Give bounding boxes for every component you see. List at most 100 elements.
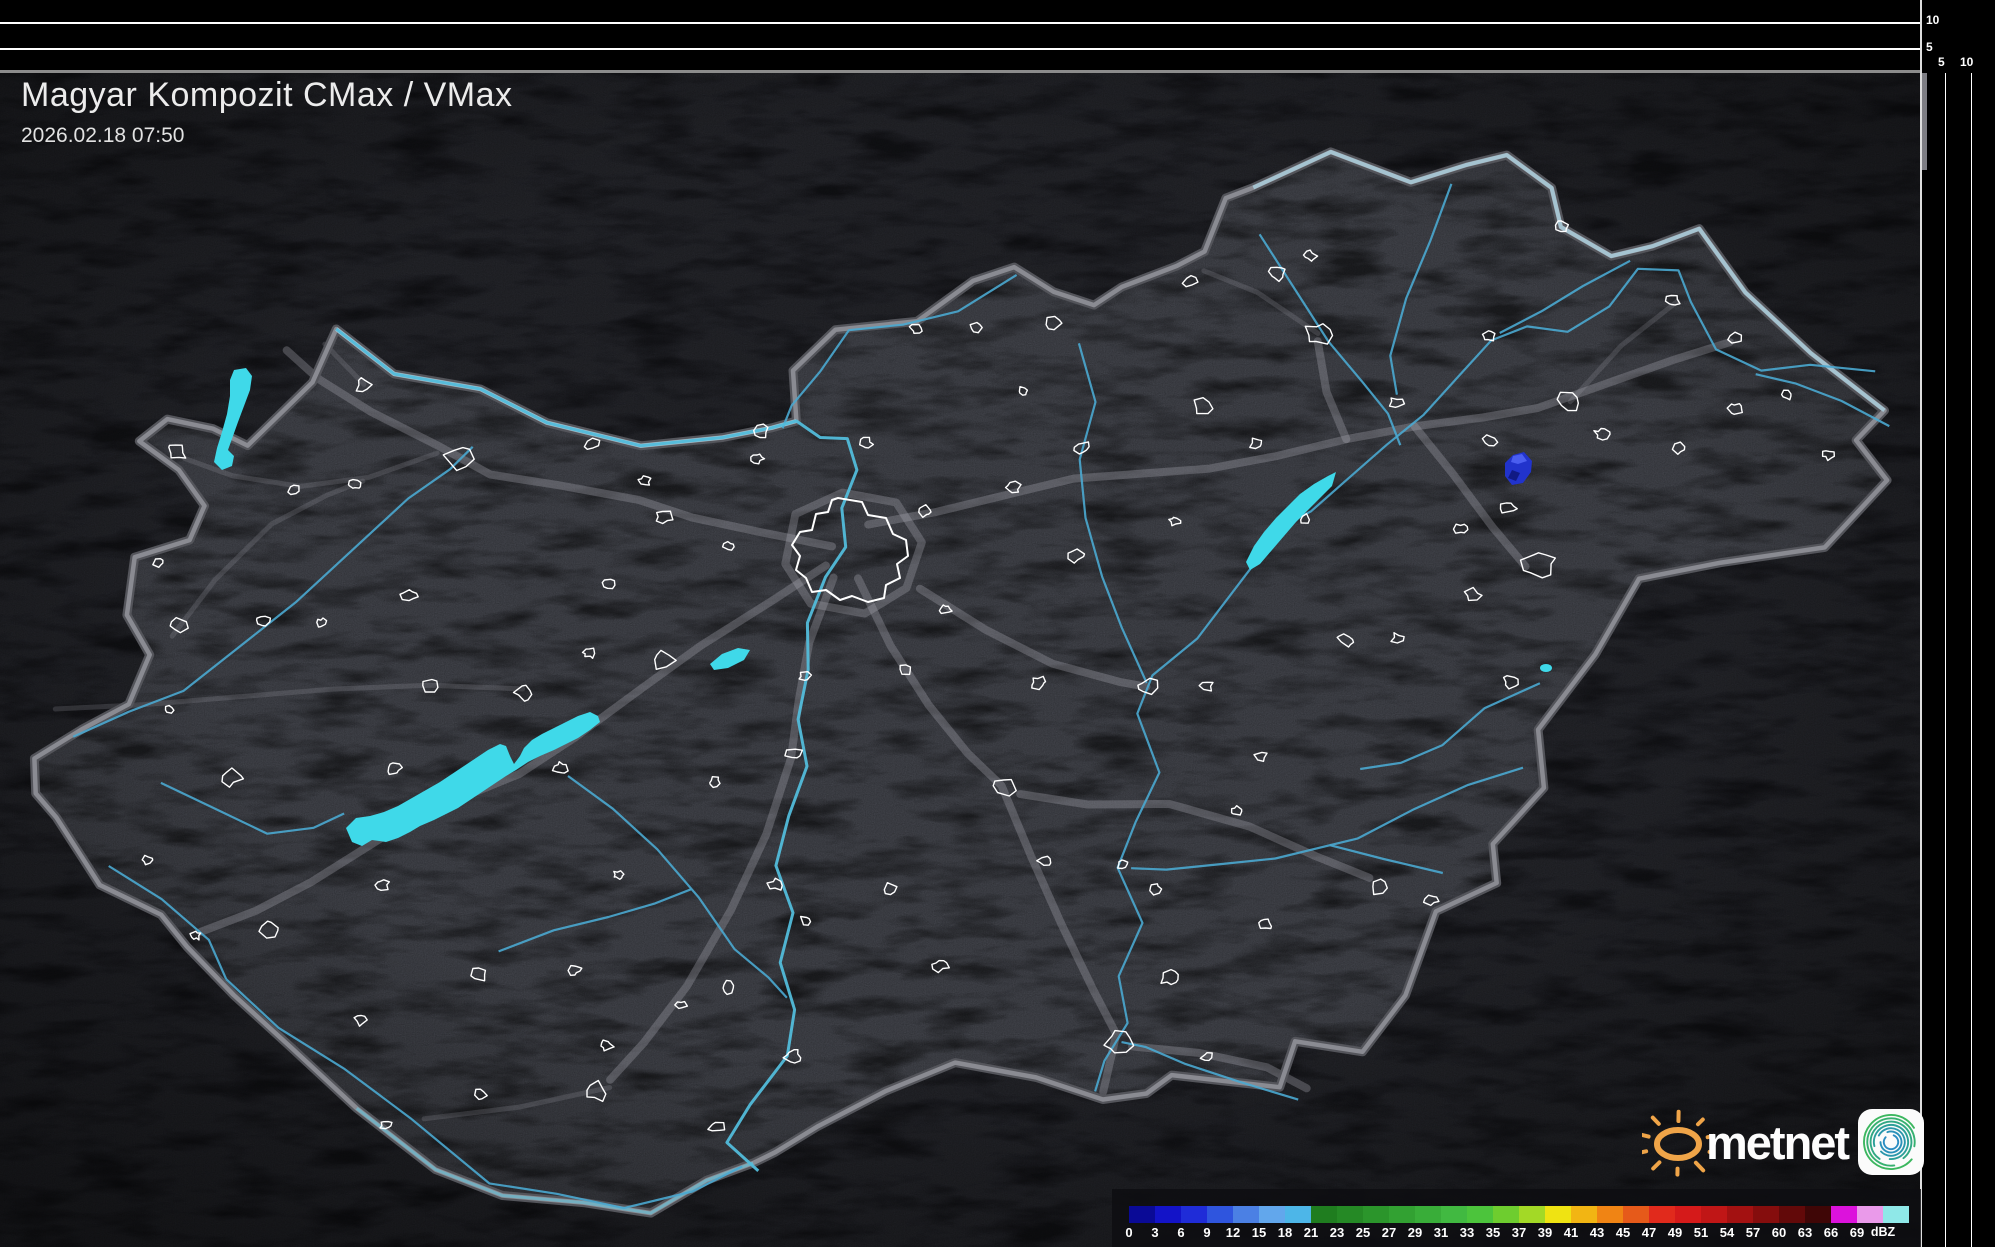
town-outline (1390, 632, 1405, 644)
dbz-cell (1285, 1206, 1311, 1223)
metnet-logo: metnet (1642, 1098, 1925, 1186)
town-outline (1031, 675, 1047, 691)
dbz-cell-label: 45 (1615, 1225, 1631, 1240)
town-outline (883, 882, 898, 896)
town-outline (1036, 855, 1052, 866)
dbz-scale-bar: 0 3 6 9 12 15 18 21 23 25 27 29 31 33 35 37 39 41 43 45 47 49… (1112, 1189, 1921, 1247)
town-outline (1253, 751, 1268, 762)
dbz-cell-label: 37 (1511, 1225, 1527, 1240)
town-outline (1073, 441, 1090, 455)
radar-echo (1505, 452, 1532, 485)
town-outline (141, 854, 154, 866)
dbz-cell-label: 49 (1667, 1225, 1683, 1240)
dbz-cell-label: 63 (1797, 1225, 1813, 1240)
dbz-scale-labels: 0 3 6 9 12 15 18 21 23 25 27 29 31 33 35 37 39 41 43 45 47 49… (1116, 1225, 1896, 1240)
dbz-cell-label: 15 (1251, 1225, 1267, 1240)
dbz-cell-label: 0 (1125, 1225, 1133, 1240)
town-outline (512, 684, 533, 702)
dbz-cell (1649, 1206, 1675, 1223)
town-outline (655, 510, 674, 525)
town-outline (1422, 894, 1440, 907)
town-outline (707, 1121, 726, 1132)
town-outline (1556, 391, 1579, 412)
town-outline (992, 778, 1017, 797)
dbz-cell-label: 47 (1641, 1225, 1657, 1240)
town-outline (1117, 859, 1129, 870)
dbz-cell (1701, 1206, 1727, 1223)
dbz-cell-label: 27 (1381, 1225, 1397, 1240)
dbz-cell-label: 23 (1329, 1225, 1345, 1240)
town-outline (1004, 480, 1022, 494)
height-tick-label: 10 (1926, 13, 1940, 27)
town-outline (1593, 427, 1611, 441)
dbz-cell (1259, 1206, 1285, 1223)
height-tick-label: 10 (1960, 55, 1974, 69)
title-block: Magyar Kompozit CMax / VMax 2026.02.18 0… (21, 76, 513, 148)
page-title: Magyar Kompozit CMax / VMax (21, 76, 513, 114)
town-outline (721, 540, 735, 551)
dbz-cell-label: 21 (1303, 1225, 1319, 1240)
dbz-cell (1441, 1206, 1467, 1223)
town-outline (938, 604, 953, 615)
top-profile-gridline (0, 48, 1921, 50)
dbz-cell-label: 41 (1563, 1225, 1579, 1240)
town-outline (379, 1120, 393, 1130)
town-outline (1664, 294, 1681, 306)
dbz-cell (1805, 1206, 1831, 1223)
town-outline (782, 1049, 802, 1064)
town-outline (931, 959, 950, 974)
town-outline (1267, 266, 1286, 283)
town-outline (1181, 274, 1199, 288)
dbz-cell (1571, 1206, 1597, 1223)
town-outline (422, 678, 439, 693)
height-tick-label: 5 (1938, 55, 1945, 69)
town-outline (586, 1079, 607, 1103)
town-outline (1045, 315, 1063, 331)
dbz-cell (1311, 1206, 1337, 1223)
town-outline (1481, 330, 1496, 342)
dbz-cell (1857, 1206, 1883, 1223)
town-outline (258, 920, 279, 939)
town-outline (164, 704, 175, 714)
dbz-cell-label: 25 (1355, 1225, 1371, 1240)
town-outline (168, 444, 187, 459)
town-outline (1302, 249, 1319, 262)
town-outline (784, 748, 804, 759)
town-outline (470, 967, 487, 982)
dbz-cell-label: 33 (1459, 1225, 1475, 1240)
town-outline (908, 323, 923, 334)
town-outline (1726, 403, 1743, 415)
town-outline (709, 776, 721, 789)
town-outline (637, 475, 652, 486)
dbz-cell-label: 12 (1225, 1225, 1241, 1240)
dbz-cell (1233, 1206, 1259, 1223)
town-outline (600, 1039, 615, 1052)
dbz-cell-label: 54 (1719, 1225, 1735, 1240)
dbz-cell-label: 69 (1849, 1225, 1865, 1240)
town-outline (287, 484, 300, 496)
dbz-cell (1727, 1206, 1753, 1223)
town-outline (1249, 437, 1263, 450)
dbz-cell (1831, 1206, 1857, 1223)
town-outline (387, 762, 403, 776)
town-outline (613, 870, 625, 880)
town-outline (654, 649, 677, 670)
dbz-cell-label: 66 (1823, 1225, 1839, 1240)
dbz-cell (1883, 1206, 1909, 1223)
town-outline (1727, 331, 1743, 344)
town-outline (859, 436, 875, 449)
town-outline (799, 915, 812, 926)
town-outline (750, 453, 766, 465)
top-profile-panel (0, 0, 1995, 71)
dbz-cell-label: 60 (1771, 1225, 1787, 1240)
town-outline (1554, 220, 1570, 233)
dbz-cell (1363, 1206, 1389, 1223)
town-outline (583, 437, 601, 450)
town-outline (353, 1014, 368, 1027)
town-outline (1160, 968, 1179, 986)
town-outline (255, 615, 272, 627)
town-outline (1481, 434, 1499, 447)
right-panel-axis-line (1920, 0, 1922, 1247)
town-outline (1198, 681, 1214, 692)
